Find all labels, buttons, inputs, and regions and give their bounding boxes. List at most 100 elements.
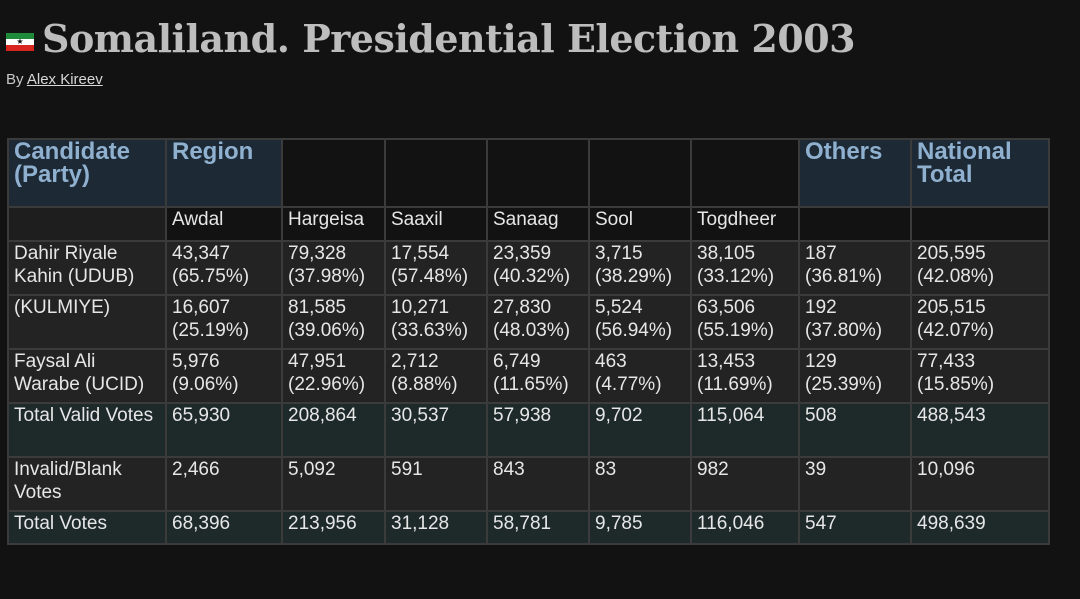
vote-percent: (39.06%) [288,320,366,341]
vote-count: 213,956 [288,513,357,534]
region-names-row: Awdal Hargeisa Saaxil Sanaag Sool Togdhe… [7,206,1050,242]
table-row: Total Valid Votes 65,930 208,864 30,537 57,9… [7,402,1050,458]
vote-count: 498,639 [917,513,986,534]
vote-count: 39 [805,459,827,480]
vote-cell: 463 (4.77%) [588,348,692,404]
table-row: (KULMIYE) 16,607 (25.19%) 81,585 (39.06%) 10,… [7,294,1050,350]
vote-cell: 508 [798,402,912,458]
vote-cell: 77,433 (15.85%) [910,348,1050,404]
vote-cell: 57,938 [486,402,590,458]
vote-percent: (37.98%) [288,266,366,287]
vote-cell: 5,976 (9.06%) [165,348,283,404]
vote-count: 17,554 [391,243,450,264]
vote-count: 3,715 [595,243,643,264]
byline-prefix: By [6,71,24,88]
vote-cell: 17,554 (57.48%) [384,240,488,296]
region-row-blank-cell [798,206,912,242]
vote-percent: (15.85%) [917,374,995,395]
vote-percent: (33.63%) [391,320,469,341]
vote-count: 83 [595,459,617,480]
vote-percent: (57.48%) [391,266,469,287]
vote-cell: 2,466 [165,456,283,512]
vote-count: 27,830 [493,297,552,318]
header-blank-cell [690,138,800,208]
vote-cell: 547 [798,510,912,545]
vote-cell: 591 [384,456,488,512]
vote-cell: 31,128 [384,510,488,545]
vote-count: 982 [697,459,729,480]
vote-count: 63,506 [697,297,756,318]
results-table: Candidate (Party) Region Others National… [7,138,1050,545]
row-label: Total Valid Votes [7,402,167,458]
vote-percent: (4.77%) [595,374,662,395]
vote-count: 488,543 [917,405,986,426]
vote-cell: 843 [486,456,590,512]
results-body: Dahir Riyale Kahin (UDUB) 43,347 (65.75%) 7… [7,240,1050,545]
vote-count: 38,105 [697,243,756,264]
vote-cell: 43,347 (65.75%) [165,240,283,296]
vote-count: 65,930 [172,405,231,426]
vote-count: 16,607 [172,297,231,318]
region-column-header: Region [165,138,283,208]
vote-percent: (65.75%) [172,266,250,287]
vote-cell: 47,951 (22.96%) [281,348,386,404]
vote-count: 77,433 [917,351,976,372]
vote-count: 508 [805,405,837,426]
vote-percent: (48.03%) [493,320,571,341]
vote-count: 10,096 [917,459,976,480]
table-row: Invalid/Blank Votes 2,466 5,092 591 843 83 982… [7,456,1050,512]
region-row-blank-cell [910,206,1050,242]
vote-count: 10,271 [391,297,450,318]
vote-cell: 27,830 (48.03%) [486,294,590,350]
vote-cell: 115,064 [690,402,800,458]
row-label: (KULMIYE) [7,294,167,350]
vote-count: 129 [805,351,837,372]
vote-percent: (9.06%) [172,374,239,395]
table-row: Total Votes 68,396 213,956 31,128 58,781 9,78… [7,510,1050,545]
vote-percent: (42.07%) [917,320,995,341]
row-label: Faysal Ali Warabe (UCID) [7,348,167,404]
vote-percent: (8.88%) [391,374,458,395]
vote-count: 57,938 [493,405,552,426]
vote-count: 31,128 [391,513,450,534]
page-title: Somaliland. Presidential Election 2003 [42,16,856,61]
candidate-column-header: Candidate (Party) [7,138,167,208]
vote-count: 68,396 [172,513,231,534]
somaliland-flag-icon: ★ [6,32,34,51]
table-row: Faysal Ali Warabe (UCID) 5,976 (9.06%) 47,9… [7,348,1050,404]
vote-cell: 10,096 [910,456,1050,512]
vote-cell: 30,537 [384,402,488,458]
vote-cell: 3,715 (38.29%) [588,240,692,296]
vote-cell: 6,749 (11.65%) [486,348,590,404]
vote-cell: 79,328 (37.98%) [281,240,386,296]
vote-percent: (33.12%) [697,266,775,287]
vote-cell: 83 [588,456,692,512]
region-row-blank-cell [7,206,167,242]
vote-cell: 187 (36.81%) [798,240,912,296]
vote-cell: 58,781 [486,510,590,545]
vote-percent: (42.08%) [917,266,995,287]
vote-cell: 5,092 [281,456,386,512]
vote-cell: 213,956 [281,510,386,545]
vote-count: 205,595 [917,243,986,264]
vote-count: 79,328 [288,243,347,264]
title-row: ★ Somaliland. Presidential Election 2003 [6,16,856,61]
vote-cell: 116,046 [690,510,800,545]
vote-cell: 38,105 (33.12%) [690,240,800,296]
vote-cell: 39 [798,456,912,512]
vote-count: 547 [805,513,837,534]
vote-percent: (25.19%) [172,320,250,341]
vote-cell: 23,359 (40.32%) [486,240,590,296]
vote-cell: 10,271 (33.63%) [384,294,488,350]
vote-count: 6,749 [493,351,541,372]
vote-count: 187 [805,243,837,264]
vote-percent: (40.32%) [493,266,571,287]
vote-count: 9,785 [595,513,643,534]
author-link[interactable]: Alex Kireev [26,71,103,88]
vote-count: 116,046 [697,513,765,534]
vote-count: 5,976 [172,351,220,372]
vote-cell: 129 (25.39%) [798,348,912,404]
vote-cell: 65,930 [165,402,283,458]
vote-percent: (11.65%) [493,374,569,395]
vote-cell: 81,585 (39.06%) [281,294,386,350]
